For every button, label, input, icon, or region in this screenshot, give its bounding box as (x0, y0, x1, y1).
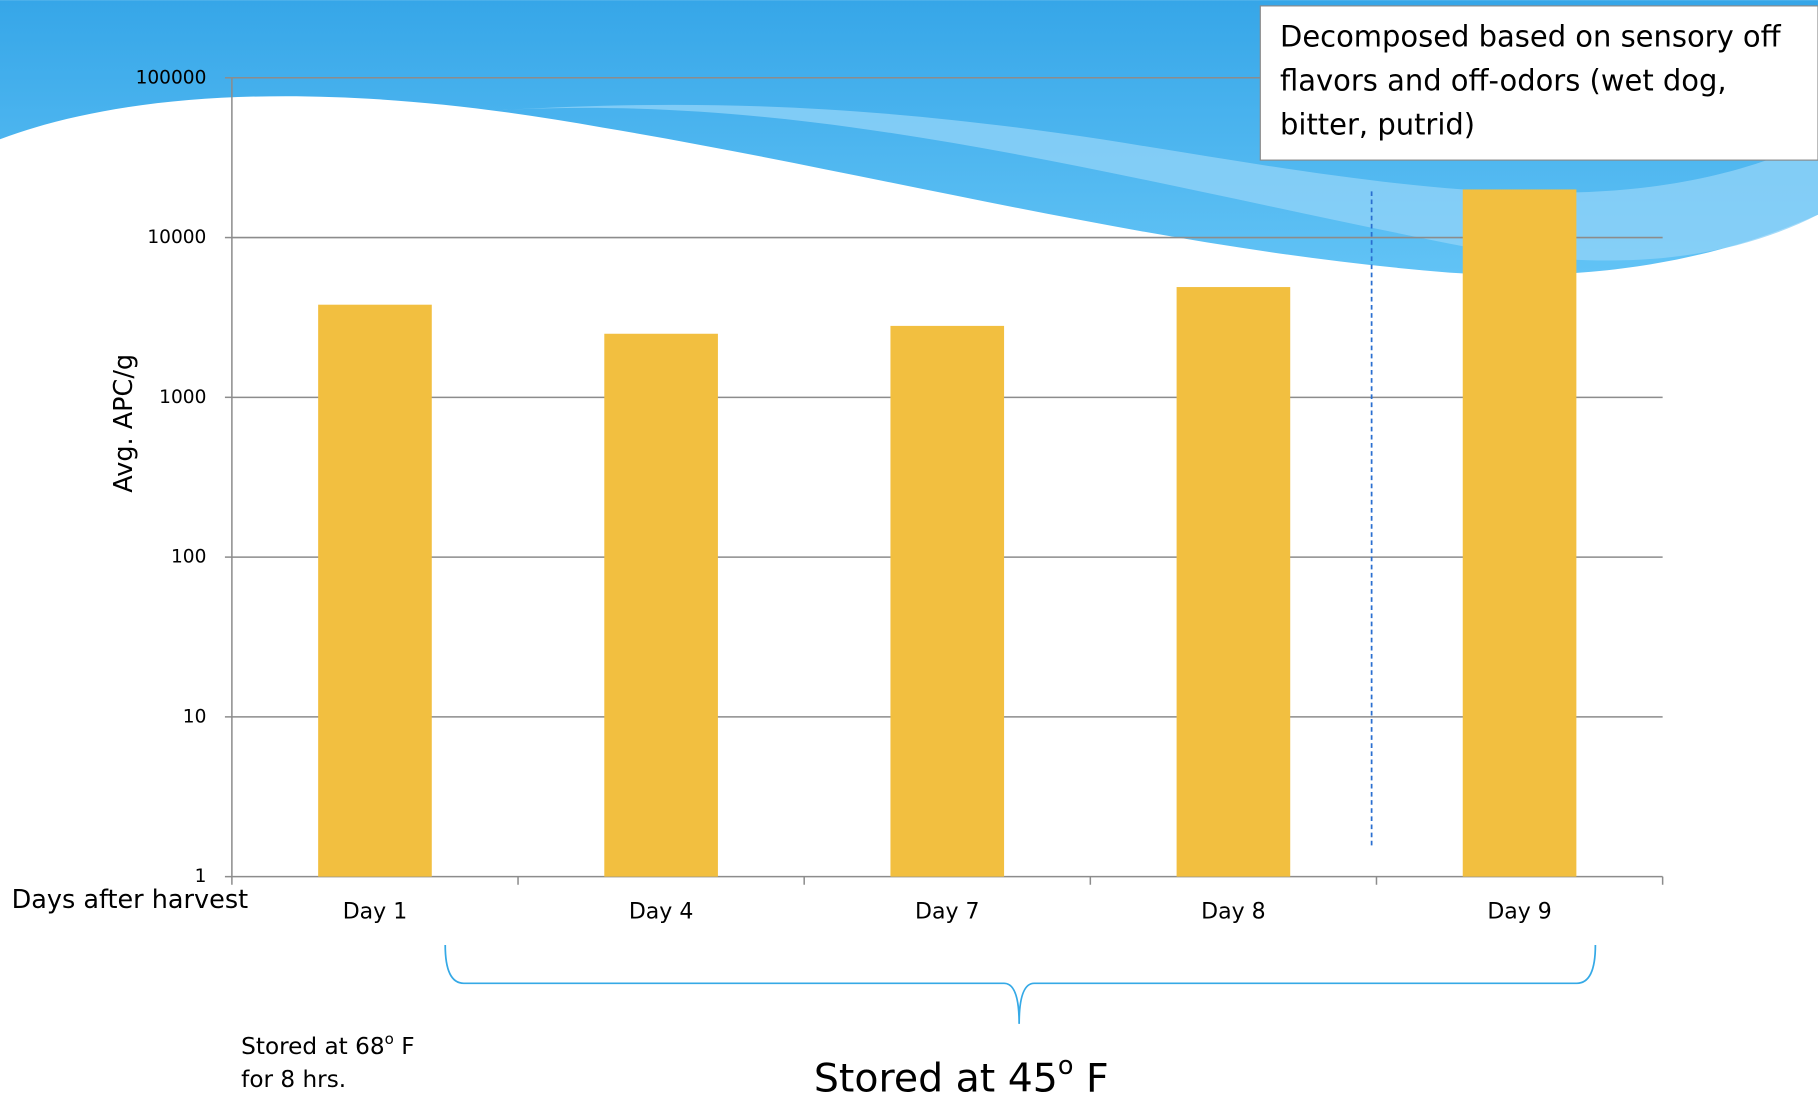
plot: 1 10 100 1000 10000 100000 Day 1 Day 4 Day 7 Day … (136, 67, 1664, 925)
y-tick-label: 1000 (159, 387, 206, 408)
note-text: Stored at 68 (241, 1033, 384, 1060)
x-axis-label: Days after harvest (12, 885, 249, 915)
annotation-line: bitter, putrid) (1280, 107, 1475, 141)
annotation-box (1259, 5, 1818, 161)
note-text: F (394, 1033, 415, 1060)
brace (444, 945, 1597, 1024)
note-text: F (1074, 1055, 1109, 1101)
x-tick-label: Day 8 (1201, 900, 1265, 925)
x-tick-label: Day 9 (1487, 900, 1551, 925)
bar (890, 325, 1005, 877)
y-tick-label: 10000 (147, 227, 206, 248)
note-68-line2: for 8 hrs. (241, 1066, 346, 1093)
annotation-line: Decomposed based on sensory off (1280, 19, 1782, 53)
annotation: Decomposed based on sensory off flavors a… (1280, 19, 1782, 141)
y-tick-label: 100000 (136, 67, 207, 88)
y-tick-label: 100 (171, 547, 206, 568)
y-axis-label: Avg. APC/g (109, 354, 139, 493)
note-45: Stored at 45o F (814, 1051, 1109, 1101)
x-tick-label: Day 4 (629, 900, 693, 925)
annotation-line: flavors and off-odors (wet dog, (1280, 63, 1727, 97)
y-tick-label: 1 (195, 866, 207, 887)
note-sup: o (385, 1029, 394, 1047)
bar (1176, 287, 1291, 877)
bar (604, 333, 718, 877)
note-text: Stored at 45 (814, 1055, 1058, 1101)
x-tick-label: Day 1 (343, 900, 407, 925)
note-68: Stored at 68o F (241, 1029, 414, 1059)
y-tick-label: 10 (183, 706, 207, 727)
x-tick-label: Day 7 (915, 900, 979, 925)
note-sup: o (1058, 1051, 1074, 1081)
bar (1462, 189, 1577, 877)
bar (318, 304, 432, 877)
